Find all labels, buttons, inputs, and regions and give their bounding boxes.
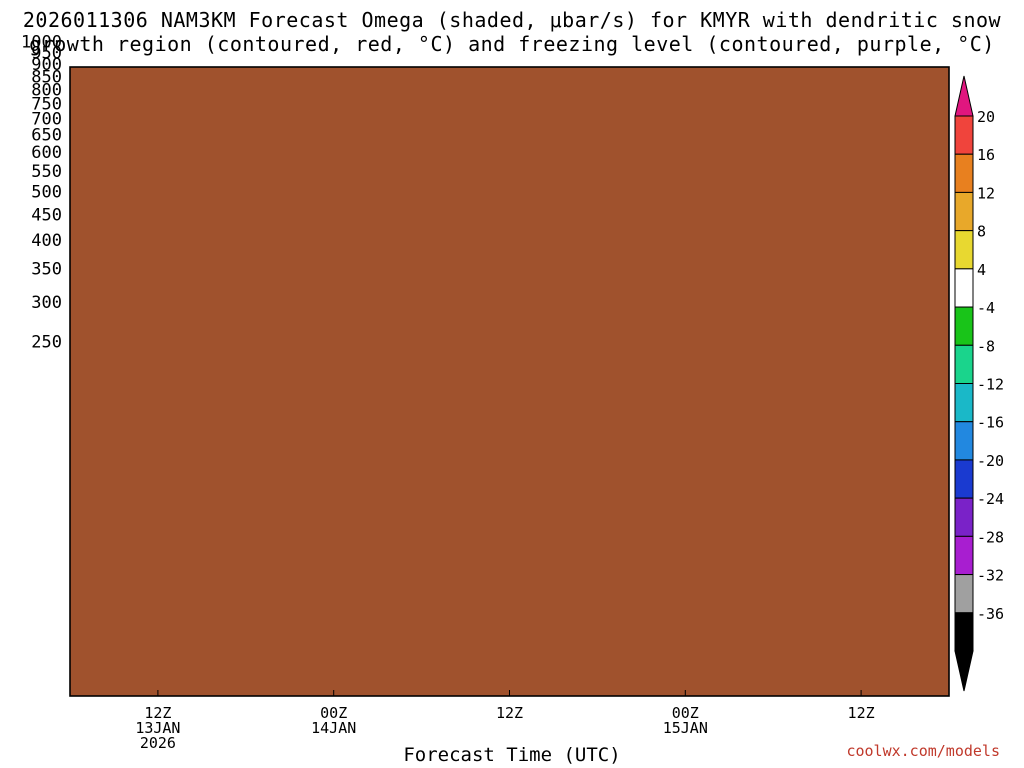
colorbar-label: 4: [977, 261, 986, 279]
colorbar-bin: [954, 230, 974, 270]
y-tick-label: 450: [31, 205, 62, 225]
title-line-1: 2026011306 NAM3KM Forecast Omega (shaded…: [22, 8, 1002, 32]
x-tick-label: 00Z: [320, 704, 347, 722]
y-tick-label: 550: [31, 162, 62, 182]
colorbar: 20 16 12 8 4 -4 -8 -12 -16 -20 -24 -28 -32 -36: [954, 75, 1004, 692]
y-tick-label: 1000: [21, 32, 62, 52]
colorbar-label: 12: [977, 184, 995, 202]
terrain: [70, 67, 949, 696]
colorbar-bin: [954, 115, 974, 155]
x-tick-label: 12Z: [848, 704, 875, 722]
title-line-2: growth region (contoured, red, °C) and f…: [29, 32, 995, 56]
x-tick-label: 00Z: [672, 704, 699, 722]
colorbar-bin: [954, 497, 974, 537]
colorbar-bin: [954, 344, 974, 384]
y-tick-label: 850: [31, 67, 62, 87]
omega-region-4: [904, 67, 939, 69]
colorbar-bin: [954, 574, 974, 614]
colorbar-bottom-triangle: [954, 650, 974, 692]
omega-region--4: [860, 50, 870, 59]
colorbar-bin: [954, 383, 974, 423]
y-tick-label: 950: [31, 43, 62, 63]
y-tick-label: 400: [31, 231, 62, 251]
x-tick-label: 12Z: [496, 704, 523, 722]
x-tick-label: 15JAN: [663, 719, 708, 737]
y-tick-label: 650: [31, 126, 62, 146]
colorbar-label: 8: [977, 223, 986, 241]
colorbar-bin: [954, 612, 974, 652]
colorbar-label: -24: [977, 490, 1004, 508]
colorbar-bin: [954, 153, 974, 193]
colorbar-bin: [954, 268, 974, 308]
y-tick-label: 500: [31, 182, 62, 202]
colorbar-label: -32: [977, 567, 1004, 585]
y-tick-label: 300: [31, 293, 62, 313]
colorbar-bin: [954, 535, 974, 576]
x-tick-label: 2026: [140, 734, 176, 752]
y-tick-label: 250: [31, 333, 62, 353]
colorbar-top-triangle: [954, 75, 974, 117]
colorbar-label: -12: [977, 376, 1004, 394]
y-tick-label: 350: [31, 260, 62, 280]
colorbar-bin: [954, 191, 974, 232]
colorbar-bin: [954, 306, 974, 346]
colorbar-label: -28: [977, 528, 1004, 546]
x-tick-label: 13JAN: [135, 719, 180, 737]
plot-area: -18-18-12-1200: [70, 50, 949, 696]
y-tick-label: 900: [31, 55, 62, 75]
colorbar-label: 16: [977, 146, 995, 164]
y-axis: 2503003504004505005506006507007508008509…: [21, 32, 62, 352]
y-tick-label: 600: [31, 143, 62, 163]
colorbar-bin: [954, 459, 974, 499]
y-tick-label: 700: [31, 110, 62, 130]
colorbar-label: -36: [977, 605, 1004, 623]
x-tick-label: 14JAN: [311, 719, 356, 737]
colorbar-label: -4: [977, 299, 995, 317]
x-axis-label: Forecast Time (UTC): [403, 744, 621, 766]
colorbar-label: -16: [977, 414, 1004, 432]
y-tick-label: 800: [31, 81, 62, 101]
x-tick-label: 12Z: [144, 704, 171, 722]
credit-text: coolwx.com/models: [846, 742, 1000, 760]
colorbar-bin: [954, 421, 974, 461]
colorbar-label: -8: [977, 337, 995, 355]
y-tick-label: 750: [31, 95, 62, 115]
colorbar-label: 20: [977, 108, 995, 126]
colorbar-label: -20: [977, 452, 1004, 470]
